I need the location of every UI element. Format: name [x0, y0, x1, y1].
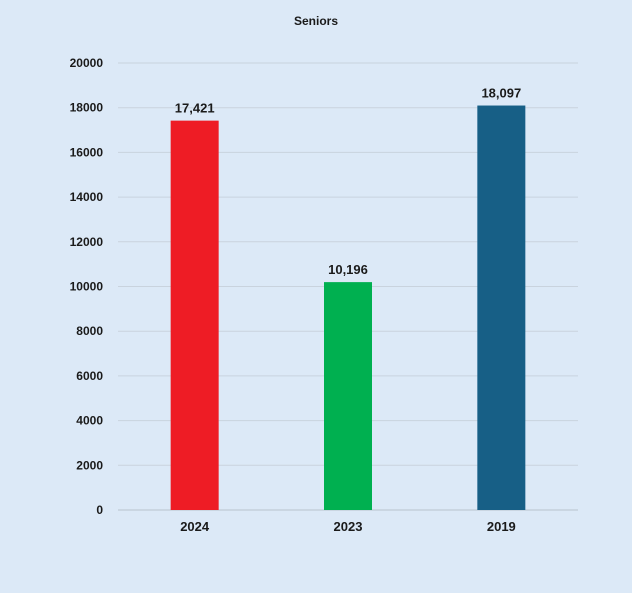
y-axis-ticks: 0 2000 4000 6000 8000 10000 12000 14000 16000 180… [70, 56, 104, 517]
y-tick-label: 0 [96, 503, 103, 517]
y-tick-label: 14000 [70, 190, 104, 204]
y-tick-label: 6000 [76, 369, 103, 383]
x-tick-label: 2024 [180, 519, 210, 534]
chart-title: Seniors [294, 14, 338, 28]
bar-2023 [324, 282, 372, 510]
y-tick-label: 2000 [76, 458, 103, 472]
x-axis-ticks: 2024 2023 2019 [180, 519, 516, 534]
y-tick-label: 20000 [70, 56, 104, 70]
x-tick-label: 2019 [487, 519, 516, 534]
y-tick-label: 12000 [70, 235, 104, 249]
y-tick-label: 4000 [76, 414, 103, 428]
data-label-2023: 10,196 [328, 262, 368, 277]
y-tick-label: 10000 [70, 280, 104, 294]
bar-2024 [170, 120, 219, 510]
data-label-2019: 18,097 [481, 86, 521, 101]
y-tick-label: 8000 [76, 324, 103, 338]
data-label-2024: 17,421 [175, 101, 215, 116]
bar-2019 [477, 105, 526, 511]
bars [170, 105, 526, 511]
y-tick-label: 16000 [70, 145, 104, 159]
y-tick-label: 18000 [70, 101, 104, 115]
data-labels: 17,421 10,196 18,097 [175, 86, 521, 278]
x-tick-label: 2023 [334, 519, 363, 534]
